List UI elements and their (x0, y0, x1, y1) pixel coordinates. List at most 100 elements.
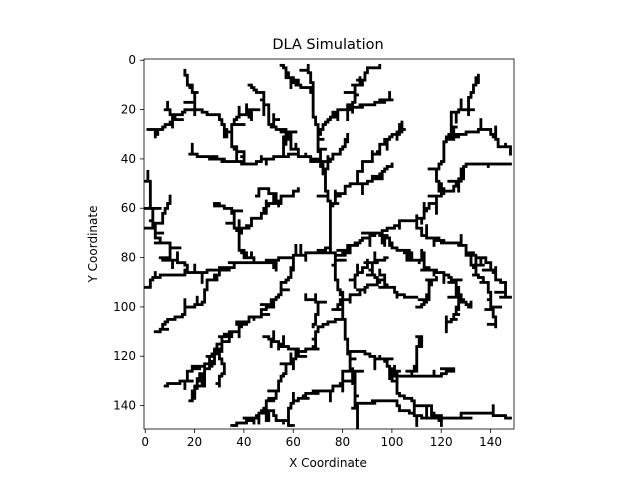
particle-cell (272, 125, 276, 129)
particle-cell (329, 246, 332, 250)
particle-cell (158, 276, 162, 279)
particle-cell (368, 273, 372, 277)
particle-cell (163, 125, 167, 129)
particle-cell (153, 236, 157, 240)
particle-cell (363, 285, 367, 289)
particle-cell (484, 411, 488, 415)
particle-cell (329, 320, 332, 324)
particle-cell (213, 204, 216, 208)
particle-cell (358, 401, 362, 405)
particle-cell (171, 382, 174, 385)
particle-cell (200, 108, 204, 112)
particle-cell (144, 285, 147, 289)
particle-cell (435, 204, 438, 208)
particle-cell (442, 192, 446, 196)
particle-cell (181, 110, 184, 114)
particle-cell (282, 137, 285, 141)
particle-cell (393, 399, 396, 403)
particle-cell (375, 258, 379, 262)
particle-cell (267, 396, 271, 400)
y-tick-label: 80 (121, 251, 136, 265)
particle-cell (195, 91, 199, 94)
particle-cell (486, 261, 490, 265)
particle-cell (284, 278, 288, 282)
particle-cell (454, 313, 458, 316)
particle-cell (262, 411, 266, 415)
particle-cell (208, 113, 211, 117)
particle-cell (279, 281, 283, 284)
particle-cell (262, 100, 266, 104)
particle-cell (220, 350, 224, 353)
particle-cell (343, 91, 347, 94)
particle-cell (375, 357, 379, 361)
particle-cell (489, 266, 493, 270)
particle-cell (245, 224, 248, 228)
particle-cell (348, 91, 352, 94)
particle-cell (151, 128, 155, 131)
particle-cell (348, 251, 352, 255)
particle-cell (341, 379, 345, 383)
particle-cell (467, 411, 470, 415)
particle-cell (181, 118, 184, 122)
particle-cell (213, 113, 216, 117)
particle-cell (222, 130, 226, 134)
particle-cell (262, 207, 266, 210)
particle-cell (385, 142, 389, 146)
particle-cell (346, 340, 350, 344)
particle-cell (341, 145, 345, 149)
particle-cell (333, 253, 337, 257)
particle-cell (311, 96, 315, 99)
particle-cell (370, 401, 374, 405)
particle-cell (230, 330, 234, 334)
particle-cell (432, 369, 436, 373)
particle-cell (358, 105, 362, 109)
particle-cell (415, 352, 419, 356)
particle-cell (472, 86, 475, 89)
particle-cell (353, 374, 357, 378)
particle-cell (454, 416, 458, 420)
particle-cell (230, 160, 234, 163)
particle-cell (166, 320, 170, 324)
particle-cell (452, 278, 456, 282)
particle-cell (252, 261, 256, 265)
particle-cell (296, 355, 300, 358)
particle-cell (491, 133, 495, 136)
particle-cell (422, 300, 426, 304)
particle-cell (481, 278, 485, 282)
particle-cell (173, 258, 177, 262)
particle-cell (148, 281, 152, 284)
particle-cell (454, 310, 458, 314)
particle-cell (227, 268, 231, 272)
particle-cell (479, 120, 483, 124)
particle-cell (264, 162, 268, 166)
particle-cell (255, 162, 258, 166)
particle-cell (168, 256, 172, 260)
particle-cell (200, 372, 204, 376)
particle-cell (333, 152, 337, 156)
particle-cell (366, 179, 369, 183)
particle-cell (267, 204, 271, 208)
particle-cell (168, 202, 172, 205)
particle-cell (452, 135, 456, 139)
particle-cell (235, 155, 239, 159)
particle-cell (259, 411, 263, 415)
particle-cell (351, 374, 355, 378)
particle-cell (153, 276, 157, 279)
particle-cell (198, 364, 202, 368)
particle-cell (190, 369, 194, 373)
particle-cell (158, 128, 162, 131)
particle-cell (245, 162, 248, 166)
particle-cell (474, 258, 478, 262)
particle-cell (333, 194, 337, 198)
particle-cell (494, 414, 498, 418)
particle-cell (287, 411, 290, 415)
particle-cell (282, 135, 285, 139)
particle-cell (405, 248, 409, 252)
particle-cell (467, 96, 470, 99)
particle-cell (289, 133, 293, 136)
particle-cell (373, 253, 377, 257)
particle-cell (257, 160, 261, 163)
particle-cell (353, 404, 357, 408)
particle-cell (459, 244, 463, 247)
particle-cell (205, 155, 209, 159)
